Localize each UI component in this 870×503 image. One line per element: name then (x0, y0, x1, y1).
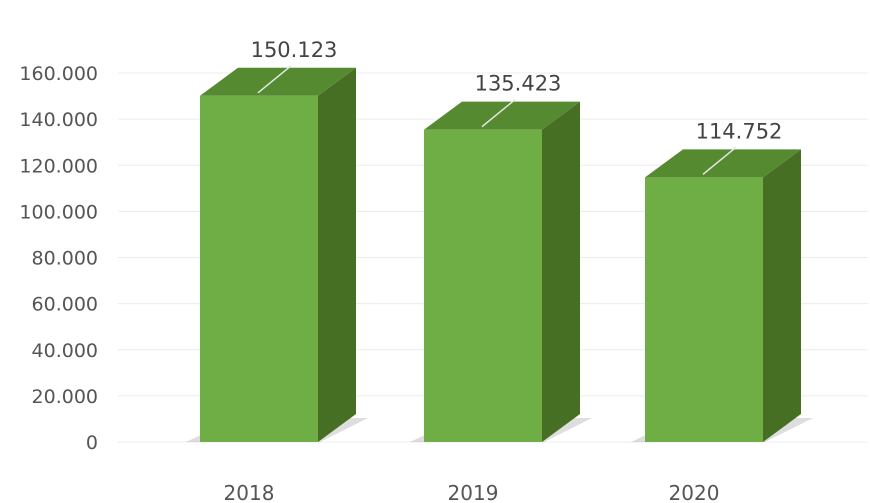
bars (200, 67, 801, 442)
bar (424, 129, 542, 442)
x-tick-label: 2019 (448, 481, 499, 503)
y-tick-label: 160.000 (19, 63, 98, 85)
y-tick-label: 80.000 (32, 248, 98, 270)
y-tick-label: 0 (86, 432, 98, 454)
data-label-leader (481, 99, 516, 128)
x-tick-label: 2018 (224, 481, 275, 503)
bar-top (645, 149, 801, 178)
data-label-leader (257, 65, 292, 94)
data-label: 114.752 (696, 119, 783, 143)
x-axis: 2018 2019 2020 (224, 481, 720, 503)
y-tick-label: 100.000 (19, 201, 98, 223)
data-label: 135.423 (475, 72, 562, 96)
bar-side (318, 67, 356, 442)
bar-top (200, 67, 356, 96)
y-tick-label: 120.000 (19, 155, 98, 177)
y-axis: 0 20.000 40.000 60.000 80.000 100.000 120.000 1… (19, 63, 98, 454)
bar (645, 177, 763, 442)
y-tick-label: 60.000 (32, 294, 98, 316)
data-label-leader (702, 146, 737, 175)
y-tick-label: 140.000 (19, 109, 98, 131)
data-label: 150.123 (251, 38, 338, 62)
data-labels: 150.123 135.423 114.752 (251, 38, 783, 175)
x-tick-label: 2020 (669, 481, 720, 503)
bar (200, 95, 318, 442)
y-tick-label: 20.000 (32, 386, 98, 408)
bar-top (424, 101, 580, 130)
bar-side (763, 149, 801, 442)
bar-side (542, 101, 580, 442)
y-tick-label: 40.000 (32, 340, 98, 362)
